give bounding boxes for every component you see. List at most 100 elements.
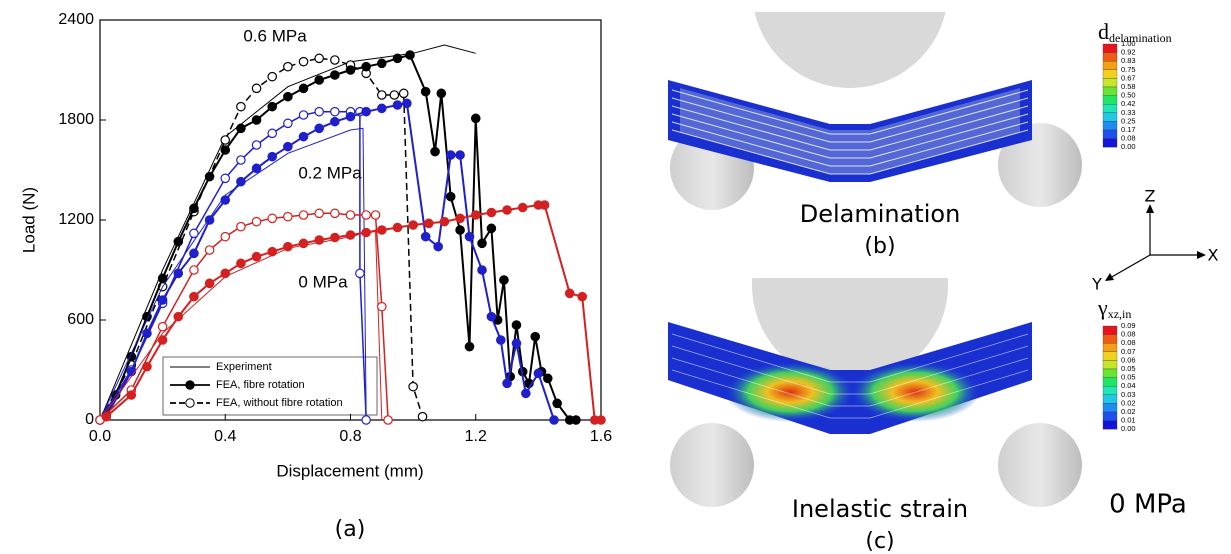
legend-label: FEA, without fibre rotation [216, 397, 343, 409]
fibre-marker [392, 53, 403, 64]
no-fibre-marker [417, 411, 428, 422]
fibre-marker [470, 210, 481, 220]
no-fibre-marker [251, 83, 262, 94]
fibre-marker [220, 195, 231, 205]
no-fibre-marker [314, 106, 324, 117]
fibre-marker [533, 368, 544, 379]
fibre-marker [530, 331, 541, 342]
fibre-marker [455, 225, 465, 235]
fibre-marker [511, 320, 522, 330]
fibre-marker [486, 207, 497, 218]
scene-c [668, 278, 1082, 507]
no-fibre-marker [189, 265, 199, 275]
fibre-marker [173, 236, 184, 247]
colorbar-label: 0.08 [1121, 338, 1136, 347]
fibre-marker [220, 268, 231, 279]
no-fibre-marker [251, 140, 262, 150]
fibre-marker [330, 116, 340, 127]
fibre-marker [173, 268, 184, 279]
fibre-marker [542, 373, 553, 384]
fibre-marker [564, 288, 575, 299]
fibre-marker [345, 111, 356, 122]
fibre-marker [430, 146, 440, 157]
fibre-marker [470, 113, 481, 124]
fibre-marker [439, 216, 450, 227]
fibre-marker [236, 258, 246, 269]
no-fibre-marker [377, 301, 387, 312]
series-label: 0.6 MPa [243, 26, 307, 45]
no-fibre-marker [283, 211, 293, 222]
colorbar-label: 0.75 [1121, 65, 1136, 74]
fibre-marker [236, 123, 246, 134]
fibre-marker [330, 70, 340, 80]
no-fibre-marker [377, 90, 387, 100]
fibre-marker [445, 191, 456, 202]
fibre-marker [298, 238, 309, 249]
fibre-marker [455, 150, 465, 160]
fibre-marker [433, 241, 443, 252]
colorbar-swatch [1102, 377, 1118, 387]
no-fibre-marker [220, 173, 231, 184]
colorbar-swatch [1102, 104, 1118, 113]
colorbar-swatch [1102, 138, 1118, 148]
panel-label: (a) [335, 517, 366, 542]
fibre-marker [204, 171, 215, 182]
arrow-head [1146, 204, 1154, 213]
fibre-marker [142, 328, 152, 339]
no-fibre-marker [398, 88, 409, 99]
fibre-marker [314, 75, 324, 85]
colorbar-swatch [1102, 43, 1118, 53]
colorbar-swatch [1102, 325, 1118, 335]
fibre-marker [267, 246, 278, 257]
no-fibre-marker [220, 231, 231, 242]
experiment-line [99, 127, 367, 421]
fibre-marker [142, 361, 152, 372]
colorbar-label: 0.00 [1121, 424, 1136, 433]
fibre-marker [283, 141, 293, 152]
colorbar-label: 0.04 [1121, 381, 1136, 390]
colorbar-swatch [1102, 95, 1118, 105]
colorbar-swatch [1102, 368, 1118, 378]
colorbar-swatch [1102, 86, 1118, 96]
arrow-head [1105, 273, 1114, 281]
legend-marker [185, 380, 195, 390]
fibre-marker [420, 231, 431, 242]
fibre-marker [314, 235, 324, 245]
colorbar-label: 0.02 [1121, 407, 1136, 416]
fibre-marker [267, 151, 278, 162]
colorbar-swatch [1102, 403, 1118, 413]
panel-label: (b) [864, 234, 895, 259]
fibre-marker [330, 232, 340, 243]
x-tick-label: 1.6 [590, 428, 612, 445]
no-fibre-marker [236, 221, 246, 232]
pressure-label: 0 MPa [1109, 490, 1187, 520]
axis-y: Y [1091, 275, 1102, 294]
fibre-marker [361, 106, 371, 117]
colorbar-swatch [1102, 411, 1118, 421]
fibre-marker [251, 251, 262, 262]
fibre-marker [298, 131, 309, 142]
y-tick-label: 1200 [58, 211, 94, 228]
scene-b [668, 12, 1082, 210]
no-fibre-marker [236, 101, 246, 112]
fibre-marker [571, 415, 581, 425]
fibre-marker [377, 103, 387, 114]
fibre-marker [283, 91, 293, 102]
no-fibre-marker [204, 245, 215, 255]
fibre-marker [204, 215, 215, 225]
fibre-marker [189, 291, 199, 302]
fibre-marker [267, 101, 278, 112]
no-fibre-marker [236, 155, 246, 165]
no-fibre-marker [355, 268, 365, 279]
no-fibre-marker [361, 210, 371, 220]
fibre-marker [408, 220, 418, 230]
no-fibre-marker [189, 228, 199, 239]
fibre-marker [251, 163, 262, 174]
no-fibre-marker [408, 381, 418, 392]
fibre-marker [314, 123, 324, 134]
colorbar-label: 0.25 [1121, 116, 1136, 125]
no-fibre-marker [251, 216, 262, 227]
colorbar-label: 0.05 [1121, 373, 1136, 382]
no-fibre-marker [314, 208, 324, 219]
x-tick-label: 1.2 [465, 428, 487, 445]
